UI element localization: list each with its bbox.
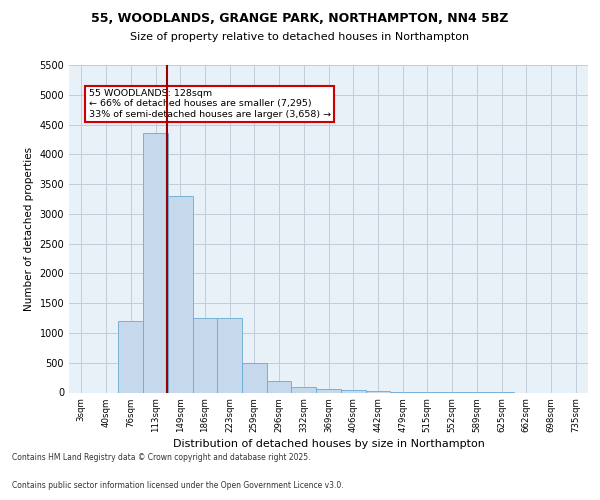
Bar [168, 196, 193, 392]
Text: Contains public sector information licensed under the Open Government Licence v3: Contains public sector information licen… [12, 481, 344, 490]
Text: 55 WOODLANDS: 128sqm
← 66% of detached houses are smaller (7,295)
33% of semi-de: 55 WOODLANDS: 128sqm ← 66% of detached h… [89, 89, 331, 118]
Bar [341, 390, 365, 392]
Bar [193, 318, 217, 392]
Y-axis label: Number of detached properties: Number of detached properties [24, 146, 34, 311]
Bar [292, 386, 316, 392]
Bar [143, 134, 168, 392]
Bar [217, 318, 242, 392]
Bar [267, 380, 292, 392]
Bar [118, 321, 143, 392]
Text: Contains HM Land Registry data © Crown copyright and database right 2025.: Contains HM Land Registry data © Crown c… [12, 454, 311, 462]
X-axis label: Distribution of detached houses by size in Northampton: Distribution of detached houses by size … [173, 439, 484, 449]
Text: 55, WOODLANDS, GRANGE PARK, NORTHAMPTON, NN4 5BZ: 55, WOODLANDS, GRANGE PARK, NORTHAMPTON,… [91, 12, 509, 26]
Bar [316, 389, 341, 392]
Bar [242, 362, 267, 392]
Text: Size of property relative to detached houses in Northampton: Size of property relative to detached ho… [130, 32, 470, 42]
